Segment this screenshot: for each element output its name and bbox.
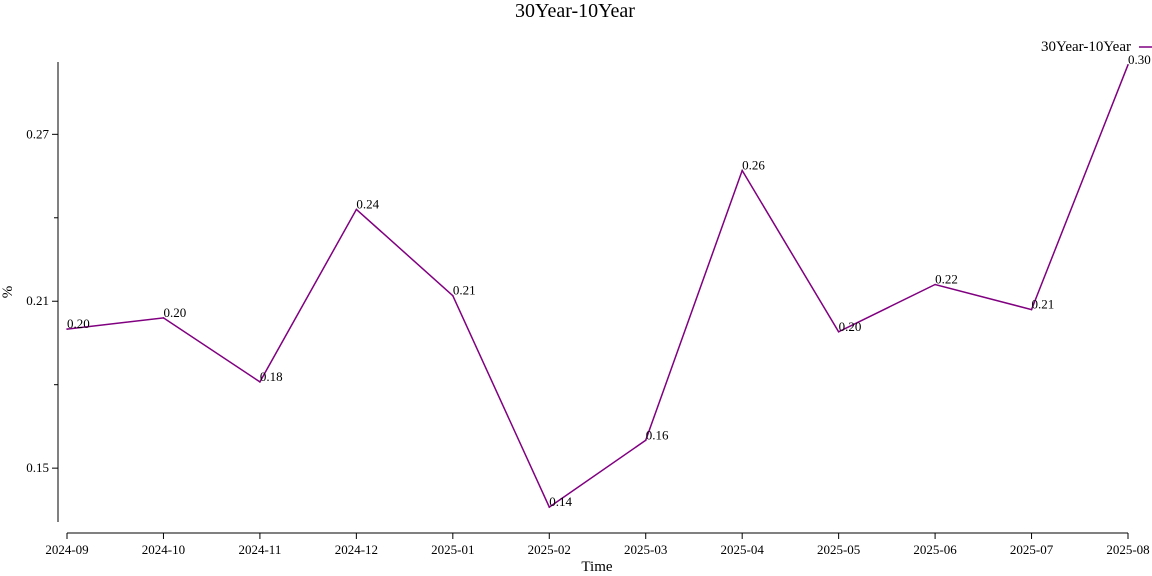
data-point [934, 283, 936, 286]
data-label: 0.21 [1032, 297, 1055, 312]
data-label: 0.22 [935, 272, 958, 287]
x-tick-label: 2024-10 [142, 542, 185, 557]
data-label: 0.30 [1128, 52, 1151, 67]
data-point [259, 381, 261, 383]
data-label: 0.26 [742, 157, 765, 172]
x-tick-label: 2024-12 [335, 542, 378, 557]
data-point [355, 208, 358, 211]
x-tick-label: 2024-11 [238, 542, 281, 557]
data-point [741, 169, 743, 172]
data-label: 0.24 [356, 196, 379, 211]
x-tick-label: 2025-03 [624, 542, 667, 557]
data-label: 0.21 [453, 283, 476, 298]
data-point [548, 506, 551, 508]
data-point [644, 439, 647, 442]
x-tick-label: 2025-01 [431, 542, 474, 557]
plot-area: 0.20 0.20 0.18 0.24 0.21 0.14 0.16 0.26 0.20 0.22… [66, 52, 1151, 509]
legend-label: 30Year-10Year [1041, 39, 1131, 55]
x-tick-label: 2025-07 [1010, 542, 1054, 557]
x-tick-label: 2025-06 [913, 542, 957, 557]
axes: 0.15 0.21 0.27 2024-09 2024-10 2024-11 2024-12… [26, 62, 1150, 557]
y-tick-label: 0.27 [26, 126, 49, 141]
chart-title: 30Year-10Year [515, 0, 635, 22]
data-label: 0.18 [260, 369, 283, 384]
data-label: 0.16 [646, 427, 669, 442]
data-label: 0.20 [163, 305, 186, 320]
series-line [66, 64, 1129, 509]
data-point [162, 317, 165, 319]
data-point [452, 294, 454, 297]
data-label: 0.14 [549, 494, 572, 509]
x-axis-label: Time [581, 559, 612, 575]
x-tick-label: 2025-02 [528, 542, 571, 557]
legend: 30Year-10Year [1041, 39, 1152, 55]
x-tick-label: 2025-05 [817, 542, 860, 557]
y-tick-label: 0.15 [26, 460, 49, 475]
data-label: 0.20 [839, 319, 862, 334]
data-point [1127, 63, 1129, 66]
y-tick-label: 0.21 [26, 293, 49, 308]
y-axis-label: % [0, 286, 16, 299]
x-tick-label: 2024-09 [45, 542, 88, 557]
data-point [1030, 308, 1033, 311]
x-tick-label: 2025-04 [721, 542, 765, 557]
data-point [837, 331, 840, 333]
x-tick-label: 2025-08 [1106, 542, 1149, 557]
data-point [66, 328, 68, 330]
data-label: 0.20 [67, 316, 90, 331]
